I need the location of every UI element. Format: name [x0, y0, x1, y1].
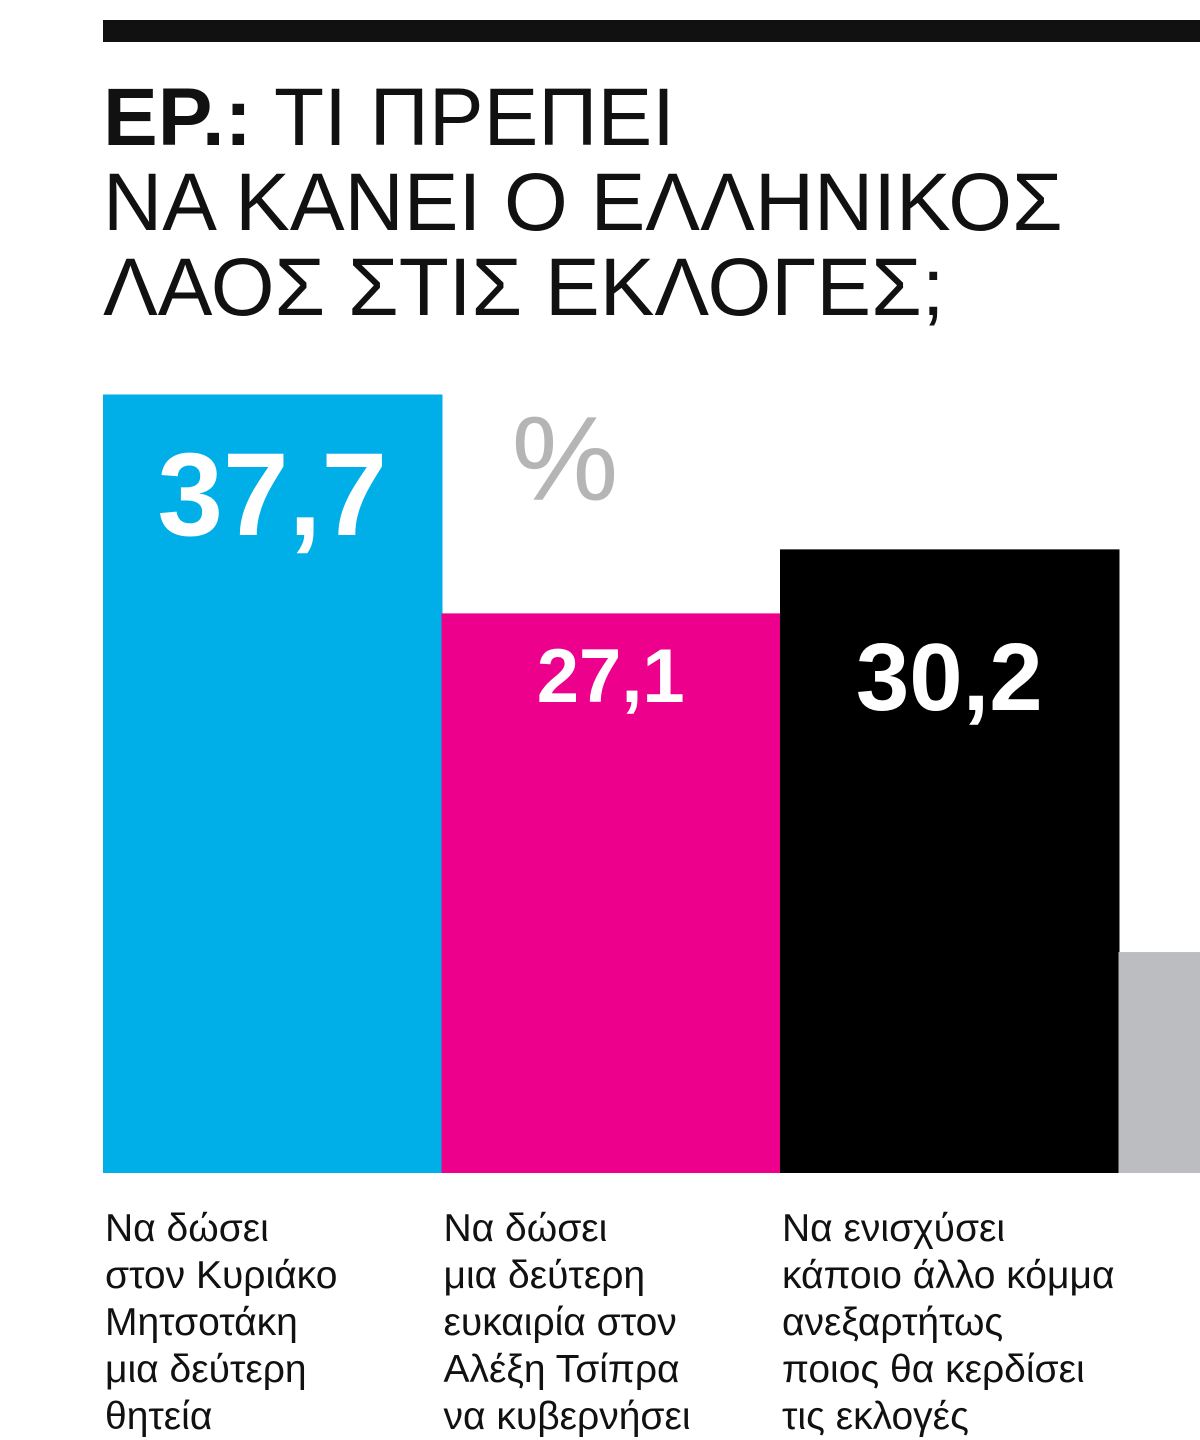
title-line: ΝΑ ΚΑΝΕΙ Ο ΕΛΛΗΝΙΚΟΣ — [103, 157, 1063, 248]
value-label: 30,2 — [856, 624, 1043, 731]
title-prefix: ΕΡ.: — [103, 72, 252, 163]
category-label: Να δώσει στον Κυριάκο Μητσοτάκη μια δεύτ… — [105, 1205, 440, 1440]
bar — [1119, 952, 1200, 1173]
chart-title: ΕΡ.:ΤΙ ΠΡΕΠΕΙ — [103, 72, 675, 163]
value-label: 27,1 — [537, 634, 685, 719]
category-label: Να ενισχύσει κάποιο άλλο κόμμα ανεξαρτήτ… — [782, 1205, 1117, 1440]
title-line: ΤΙ ΠΡΕΠΕΙ — [274, 72, 675, 163]
top-rule — [103, 20, 1200, 42]
category-label: Να δώσει μια δεύτερη ευκαιρία στον Αλέξη… — [444, 1205, 779, 1440]
title-line: ΛΑΟΣ ΣΤΙΣ ΕΚΛΟΓΕΣ; — [103, 242, 945, 333]
value-label: 37,7 — [157, 429, 387, 561]
unit-label: % — [512, 392, 619, 526]
